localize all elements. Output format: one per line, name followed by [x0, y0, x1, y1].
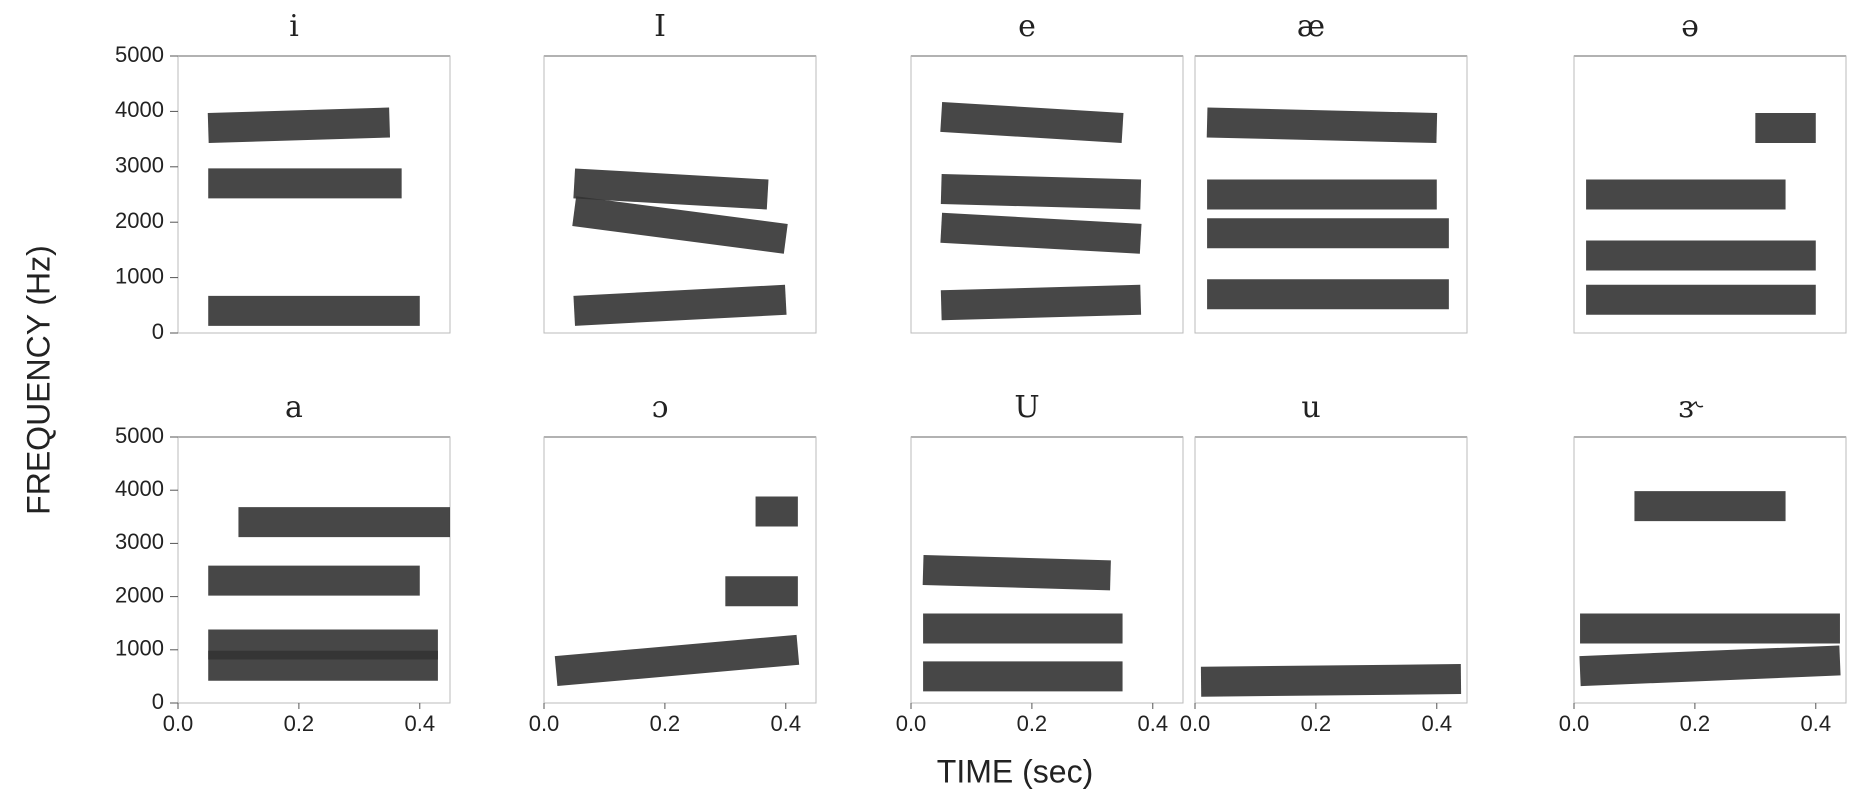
- y-tick-label: 2000: [115, 208, 164, 233]
- panel-title: ɔ: [652, 390, 669, 425]
- panel-frame: [177, 436, 451, 704]
- x-tick-label: 0.4: [770, 711, 801, 736]
- x-axis-label: TIME (sec): [937, 753, 1093, 789]
- panel-title: ɝ: [1678, 390, 1703, 425]
- formant-band: [207, 107, 391, 144]
- y-tick-label: 1000: [115, 636, 164, 661]
- y-tick-label: 4000: [115, 97, 164, 122]
- x-tick-label: 0.4: [1421, 711, 1452, 736]
- x-tick-label: 0.0: [163, 711, 194, 736]
- panel-title: æ: [1297, 9, 1325, 44]
- panel-title: I: [654, 9, 666, 44]
- x-tick-label: 0.2: [1017, 711, 1048, 736]
- panel-frame: [1573, 55, 1847, 334]
- x-tick-label: 0.2: [284, 711, 315, 736]
- y-tick-label: 0: [152, 319, 164, 344]
- y-tick-label: 4000: [115, 476, 164, 501]
- formant-band: [922, 555, 1111, 591]
- y-tick-label: 3000: [115, 153, 164, 178]
- panel-frame: [543, 436, 817, 704]
- formant-band: [940, 101, 1124, 143]
- formant-band: [572, 196, 788, 254]
- panel-frame: [910, 55, 1184, 334]
- panel-title: ə: [1681, 9, 1699, 44]
- formant-band: [573, 284, 787, 326]
- x-tick-label: 0.4: [404, 711, 435, 736]
- panel-title: e: [1018, 9, 1036, 44]
- panel-frame: [1573, 436, 1847, 704]
- formant-band: [940, 212, 1142, 254]
- y-tick-label: 0: [152, 689, 164, 714]
- formant-band: [1579, 645, 1841, 687]
- panel-frame: [1194, 436, 1468, 704]
- formant-band: [573, 168, 769, 210]
- panel-title: a: [285, 390, 303, 425]
- panel-frame: [177, 55, 451, 334]
- x-tick-label: 0.0: [1180, 711, 1211, 736]
- x-tick-label: 0.0: [1559, 711, 1590, 736]
- x-tick-label: 0.2: [1301, 711, 1332, 736]
- x-tick-label: 0.4: [1800, 711, 1831, 736]
- y-tick-label: 5000: [115, 42, 164, 67]
- formant-band: [940, 173, 1142, 210]
- y-tick-label: 3000: [115, 529, 164, 554]
- y-tick-label: 1000: [115, 263, 164, 288]
- panel-title: U: [1014, 390, 1039, 425]
- formant-band: [940, 284, 1142, 321]
- x-tick-label: 0.4: [1137, 711, 1168, 736]
- x-tick-label: 0.2: [1680, 711, 1711, 736]
- panel-frame: [910, 436, 1184, 704]
- formant-band: [554, 634, 800, 687]
- panel-title: i: [289, 9, 299, 44]
- y-tick-label: 2000: [115, 582, 164, 607]
- x-tick-label: 0.0: [896, 711, 927, 736]
- panel-frame: [543, 55, 817, 334]
- panel-frame: [1194, 55, 1468, 334]
- formant-band: [1200, 664, 1462, 697]
- x-tick-label: 0.0: [529, 711, 560, 736]
- y-axis-label: FREQUENCY (Hz): [20, 245, 56, 515]
- formant-band: [1206, 107, 1438, 144]
- y-tick-label: 5000: [115, 423, 164, 448]
- panel-title: u: [1301, 390, 1320, 425]
- x-tick-label: 0.2: [650, 711, 681, 736]
